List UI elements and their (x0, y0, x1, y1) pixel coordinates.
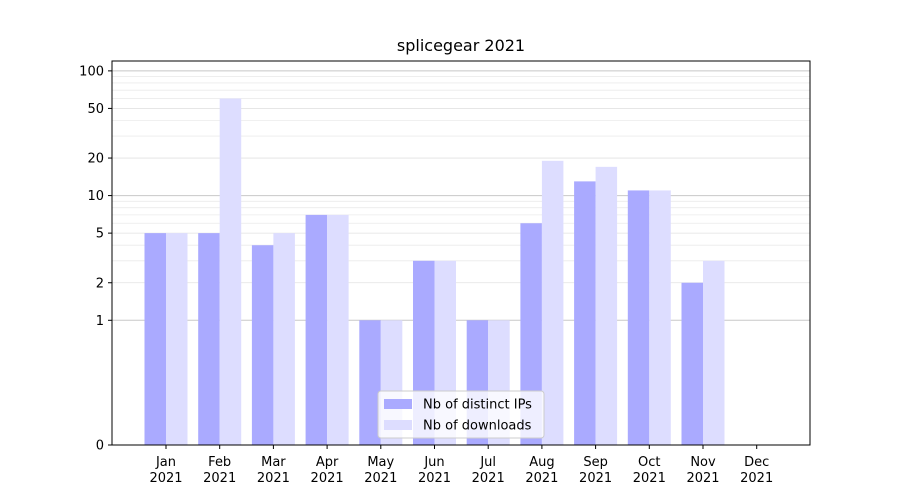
y-tick-label: 20 (87, 152, 104, 167)
x-tick-label-year: 2021 (203, 471, 236, 486)
x-tick-label-month: Sep (583, 455, 608, 470)
bar-distinct-ips-aug (520, 223, 542, 445)
x-axis: Jan2021Feb2021Mar2021Apr2021May2021Jun20… (149, 445, 773, 486)
x-tick-label-year: 2021 (418, 471, 451, 486)
y-axis: 0 1 2 5 10 20 50 100 (79, 64, 112, 454)
bar-distinct-ips-oct (627, 190, 650, 445)
bar-distinct-ips-apr (305, 214, 328, 445)
y-tick-label: 50 (87, 102, 104, 117)
x-tick-label-month: May (367, 455, 394, 470)
x-tick-label-month: Jan (155, 455, 176, 470)
x-tick-label-month: Oct (638, 455, 660, 470)
bar-distinct-ips-mar (251, 245, 274, 445)
bar-downloads-feb (219, 98, 242, 446)
bar-downloads-mar (273, 233, 295, 445)
x-tick-label-month: Jun (423, 455, 444, 470)
legend-label: Nb of distinct IPs (423, 398, 532, 413)
bar-distinct-ips-may (359, 320, 381, 445)
x-tick-label-month: Aug (529, 455, 554, 470)
x-tick-label-year: 2021 (525, 471, 558, 486)
legend-swatch (384, 420, 412, 430)
legend-label: Nb of downloads (423, 419, 532, 434)
x-tick-label-month: Dec (744, 455, 769, 470)
y-tick-label: 0 (96, 439, 104, 454)
bar-downloads-oct (649, 190, 671, 445)
bar-downloads-sep (595, 166, 618, 445)
x-tick-label-year: 2021 (740, 471, 773, 486)
bar-downloads-jan (166, 233, 188, 445)
bar-downloads-aug (541, 160, 564, 445)
bar-downloads-apr (327, 214, 349, 445)
bar-distinct-ips-feb (198, 233, 220, 445)
legend-swatch (384, 399, 412, 409)
x-tick-label-month: Apr (316, 455, 339, 470)
y-tick-label: 100 (79, 64, 104, 79)
x-tick-label-month: Feb (208, 455, 231, 470)
x-tick-label-year: 2021 (149, 471, 182, 486)
x-tick-label-year: 2021 (472, 471, 505, 486)
x-tick-label-year: 2021 (633, 471, 666, 486)
x-tick-label-month: Nov (690, 455, 716, 470)
y-tick-label: 10 (87, 189, 104, 204)
bar-distinct-ips-jan (144, 233, 166, 445)
x-tick-label-year: 2021 (257, 471, 290, 486)
y-tick-label: 1 (96, 314, 104, 329)
plot-frame (111, 60, 811, 446)
bar-distinct-ips-nov (681, 282, 703, 445)
chart-title: splicegear 2021 (397, 36, 525, 55)
bar-distinct-ips-sep (574, 181, 596, 445)
x-tick-label-year: 2021 (364, 471, 397, 486)
legend: Nb of distinct IPs Nb of downloads (377, 390, 545, 439)
x-tick-label-month: Jul (479, 455, 496, 470)
x-tick-label-month: Mar (261, 455, 286, 470)
legend-box (377, 390, 545, 439)
bar-downloads-nov (703, 260, 725, 445)
y-tick-label: 5 (96, 227, 104, 242)
x-tick-label-year: 2021 (686, 471, 719, 486)
x-tick-label-year: 2021 (311, 471, 344, 486)
x-tick-label-year: 2021 (579, 471, 612, 486)
y-tick-label: 2 (96, 276, 104, 291)
